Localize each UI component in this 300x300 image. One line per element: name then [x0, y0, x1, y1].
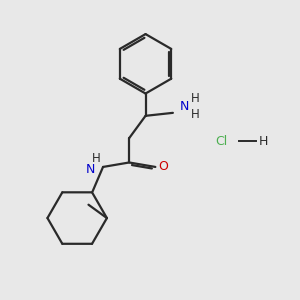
- Text: H: H: [259, 135, 268, 148]
- Text: N: N: [86, 164, 95, 176]
- Text: H: H: [191, 92, 200, 105]
- Text: N: N: [179, 100, 189, 113]
- Text: H: H: [191, 108, 200, 122]
- Text: H: H: [92, 152, 101, 165]
- Text: O: O: [159, 160, 169, 173]
- Text: Cl: Cl: [215, 135, 228, 148]
